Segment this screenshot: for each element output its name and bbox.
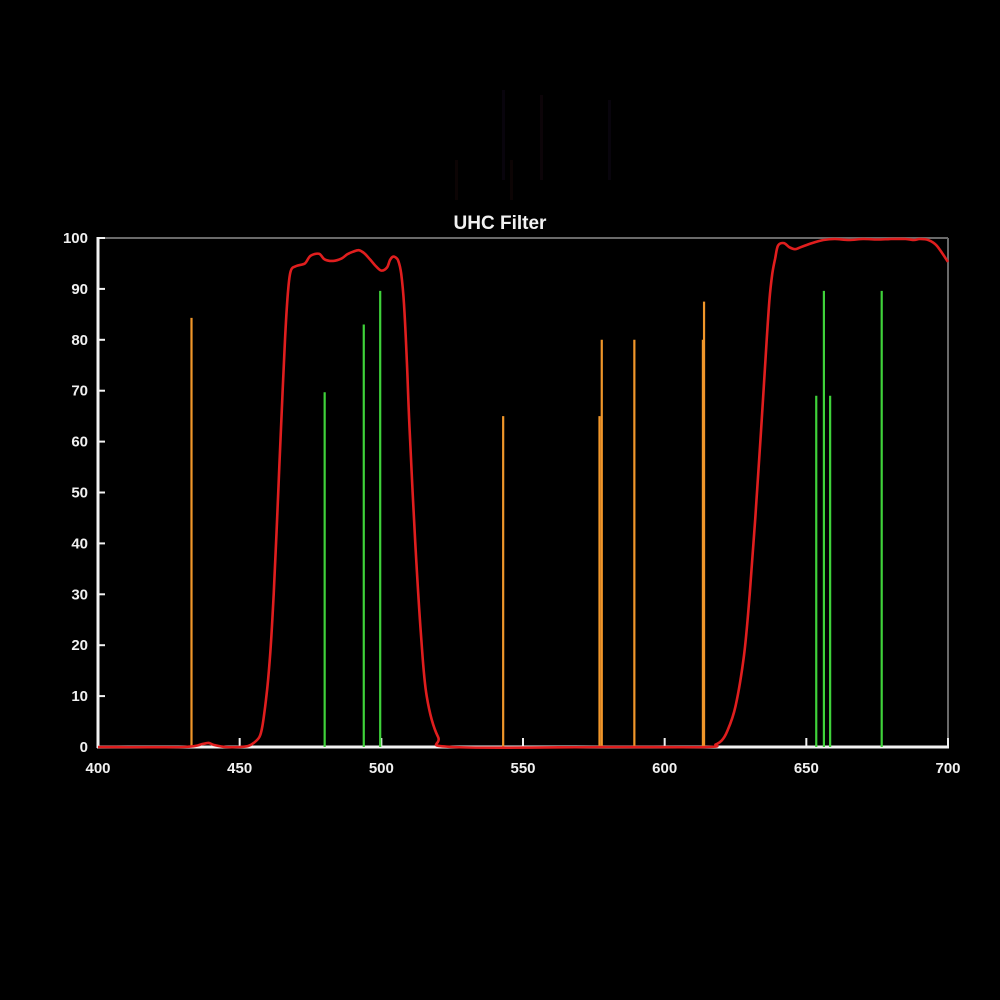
transmission-line xyxy=(97,237,950,750)
y-tick-label: 20 xyxy=(71,637,88,654)
x-tick-label: 500 xyxy=(369,760,394,777)
y-tick-label: 50 xyxy=(71,485,88,502)
x-tick-label: 400 xyxy=(85,760,110,777)
y-tick-label: 60 xyxy=(71,434,88,451)
y-tick-label: 10 xyxy=(71,688,88,705)
y-tick-label: 0 xyxy=(80,739,88,756)
x-tick-label: 700 xyxy=(935,760,960,777)
x-tick-label: 650 xyxy=(794,760,819,777)
y-tick-label: 100 xyxy=(63,230,88,247)
chart-title: UHC Filter xyxy=(453,213,547,234)
y-tick-label: 90 xyxy=(71,281,88,298)
y-tick-label: 80 xyxy=(71,332,88,349)
background-artifacts xyxy=(455,90,611,200)
x-tick-label: 600 xyxy=(652,760,677,777)
x-tick-label: 450 xyxy=(227,760,252,777)
x-tick-label: 550 xyxy=(510,760,535,777)
transmission-curve xyxy=(97,237,950,750)
y-tick-label: 30 xyxy=(71,586,88,603)
emission-lines xyxy=(190,290,883,747)
x-axis: 400 450 500 550 600 650 700 xyxy=(85,738,961,777)
y-tick-label: 40 xyxy=(71,535,88,552)
plot-frame xyxy=(96,237,949,749)
y-tick-label: 70 xyxy=(71,383,88,400)
y-axis: 0 10 20 30 40 50 60 70 80 90 100 xyxy=(63,230,105,756)
